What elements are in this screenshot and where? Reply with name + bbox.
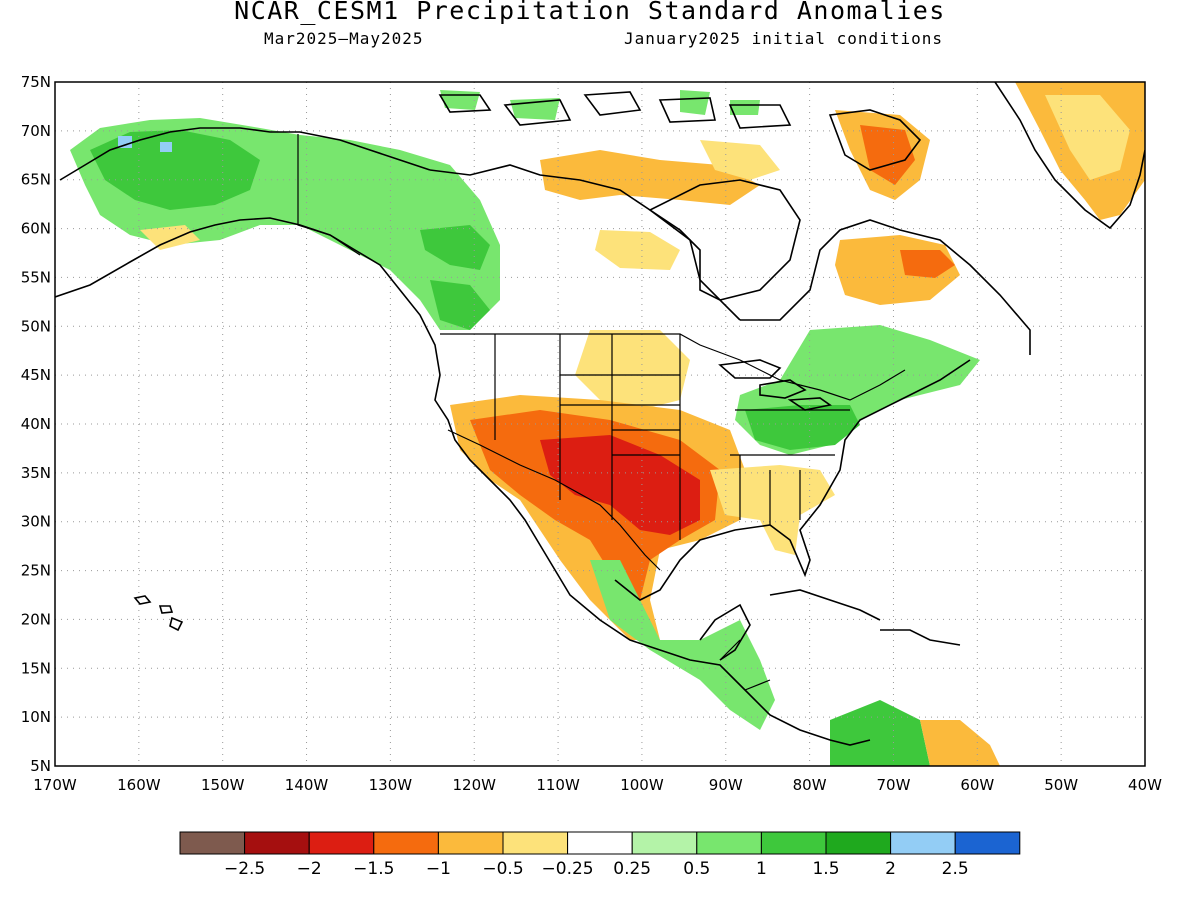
longitude-labels: 170W 160W 150W 140W 130W 120W 110W 100W 90W 80W 70… (33, 776, 1162, 794)
gridlines (55, 82, 1145, 766)
lon-tick-label: 70W (877, 776, 911, 794)
anomaly-region-colombia-wet (830, 700, 930, 766)
map-frame (54, 81, 1146, 767)
anomaly-region-alaska-wetter (90, 130, 260, 210)
anomaly-region-labrador-drier (900, 250, 955, 278)
anomaly-region-hudson-dry (540, 150, 760, 205)
colorbar-label: 2.5 (942, 859, 969, 879)
lon-tick-label: 110W (536, 776, 580, 794)
colorbar-swatch (890, 831, 956, 855)
anomaly-region-venezuela-dry (920, 720, 1000, 766)
lat-tick-label: 30N (21, 513, 51, 531)
anomaly-region-greenland-light (1045, 95, 1130, 180)
lat-tick-label: 70N (21, 122, 51, 140)
anomaly-region-bc-wet (430, 280, 490, 330)
colorbar-swatch (437, 831, 504, 855)
colorbar-label: 1 (756, 859, 767, 879)
lon-tick-label: 90W (709, 776, 743, 794)
lat-tick-label: 20N (21, 610, 51, 628)
colorbar-swatch (760, 831, 827, 855)
lat-tick-label: 5N (30, 757, 51, 775)
colorbar-swatch (502, 831, 569, 855)
colorbar: −2.5 −2 −1.5 −1 −0.5 −0.25 0.25 0.5 1 1.5 2 2.5 (179, 831, 1021, 879)
lon-tick-label: 170W (33, 776, 77, 794)
colorbar-swatch (631, 831, 698, 855)
coastlines (55, 82, 1145, 746)
lon-tick-label: 50W (1044, 776, 1078, 794)
lon-tick-label: 40W (1128, 776, 1162, 794)
colorbar-label: −2 (297, 859, 322, 879)
lat-tick-label: 15N (21, 659, 51, 677)
anomaly-region-east-wetter (745, 405, 860, 450)
colorbar-swatch (825, 831, 892, 855)
colorbar-swatch (179, 831, 246, 855)
lon-tick-label: 60W (960, 776, 994, 794)
lat-tick-label: 25N (21, 562, 51, 580)
anomaly-region-nunavut-dry (700, 140, 780, 180)
political-borders (297, 134, 906, 691)
latitude-labels: 75N 70N 65N 60N 55N 50N 45N 40N 35N 30N 25N 20N 15N 1… (21, 73, 51, 775)
colorbar-label: −2.5 (224, 859, 265, 879)
anomaly-region-alaska-blue (118, 136, 172, 152)
lat-tick-label: 75N (21, 73, 51, 91)
colorbar-label: −0.5 (482, 859, 523, 879)
anomaly-region-southeast-dry (710, 465, 835, 555)
colorbar-label: −0.25 (542, 859, 594, 879)
lon-tick-label: 140W (285, 776, 329, 794)
lat-tick-label: 45N (21, 366, 51, 384)
colorbar-swatch (954, 831, 1021, 855)
lat-tick-label: 60N (21, 220, 51, 238)
anomaly-region-arctic-green (440, 90, 760, 120)
lon-tick-label: 120W (452, 776, 496, 794)
anomaly-region-baffin-drier (860, 125, 915, 185)
colorbar-label: 0.5 (683, 859, 710, 879)
anomaly-region-alaska-dry (140, 225, 200, 250)
colorbar-label: 0.25 (613, 859, 651, 879)
lat-tick-label: 55N (21, 268, 51, 286)
forecast-period: Mar2025—May2025 (264, 29, 424, 48)
anomaly-region-hudson-drier (595, 230, 680, 270)
anomaly-region-mexico-wet (590, 560, 775, 730)
anomaly-fields (70, 82, 1145, 766)
colorbar-swatch (567, 831, 633, 855)
anomaly-region-texas-core (540, 435, 700, 535)
lon-tick-label: 130W (369, 776, 413, 794)
colorbar-label: 1.5 (812, 859, 839, 879)
colorbar-label: 2 (885, 859, 896, 879)
anomaly-region-plains-dry (575, 330, 690, 410)
lat-tick-label: 65N (21, 171, 51, 189)
lon-tick-label: 100W (620, 776, 664, 794)
colorbar-label: −1 (426, 859, 451, 879)
colorbar-swatch (308, 831, 375, 855)
colorbar-swatch (373, 831, 439, 855)
colorbar-swatch (244, 831, 310, 855)
lon-tick-label: 160W (117, 776, 161, 794)
lon-tick-label: 150W (201, 776, 245, 794)
colorbar-label: −1.5 (353, 859, 394, 879)
anomaly-region-canada-wet (420, 225, 490, 270)
lat-tick-label: 35N (21, 464, 51, 482)
lat-tick-label: 10N (21, 708, 51, 726)
colorbar-swatch (696, 831, 762, 855)
lon-tick-label: 80W (793, 776, 827, 794)
lat-tick-label: 50N (21, 317, 51, 335)
map-title: NCAR_CESM1 Precipitation Standard Anomal… (234, 0, 946, 25)
lat-tick-label: 40N (21, 415, 51, 433)
initial-conditions: January2025 initial conditions (624, 29, 943, 48)
